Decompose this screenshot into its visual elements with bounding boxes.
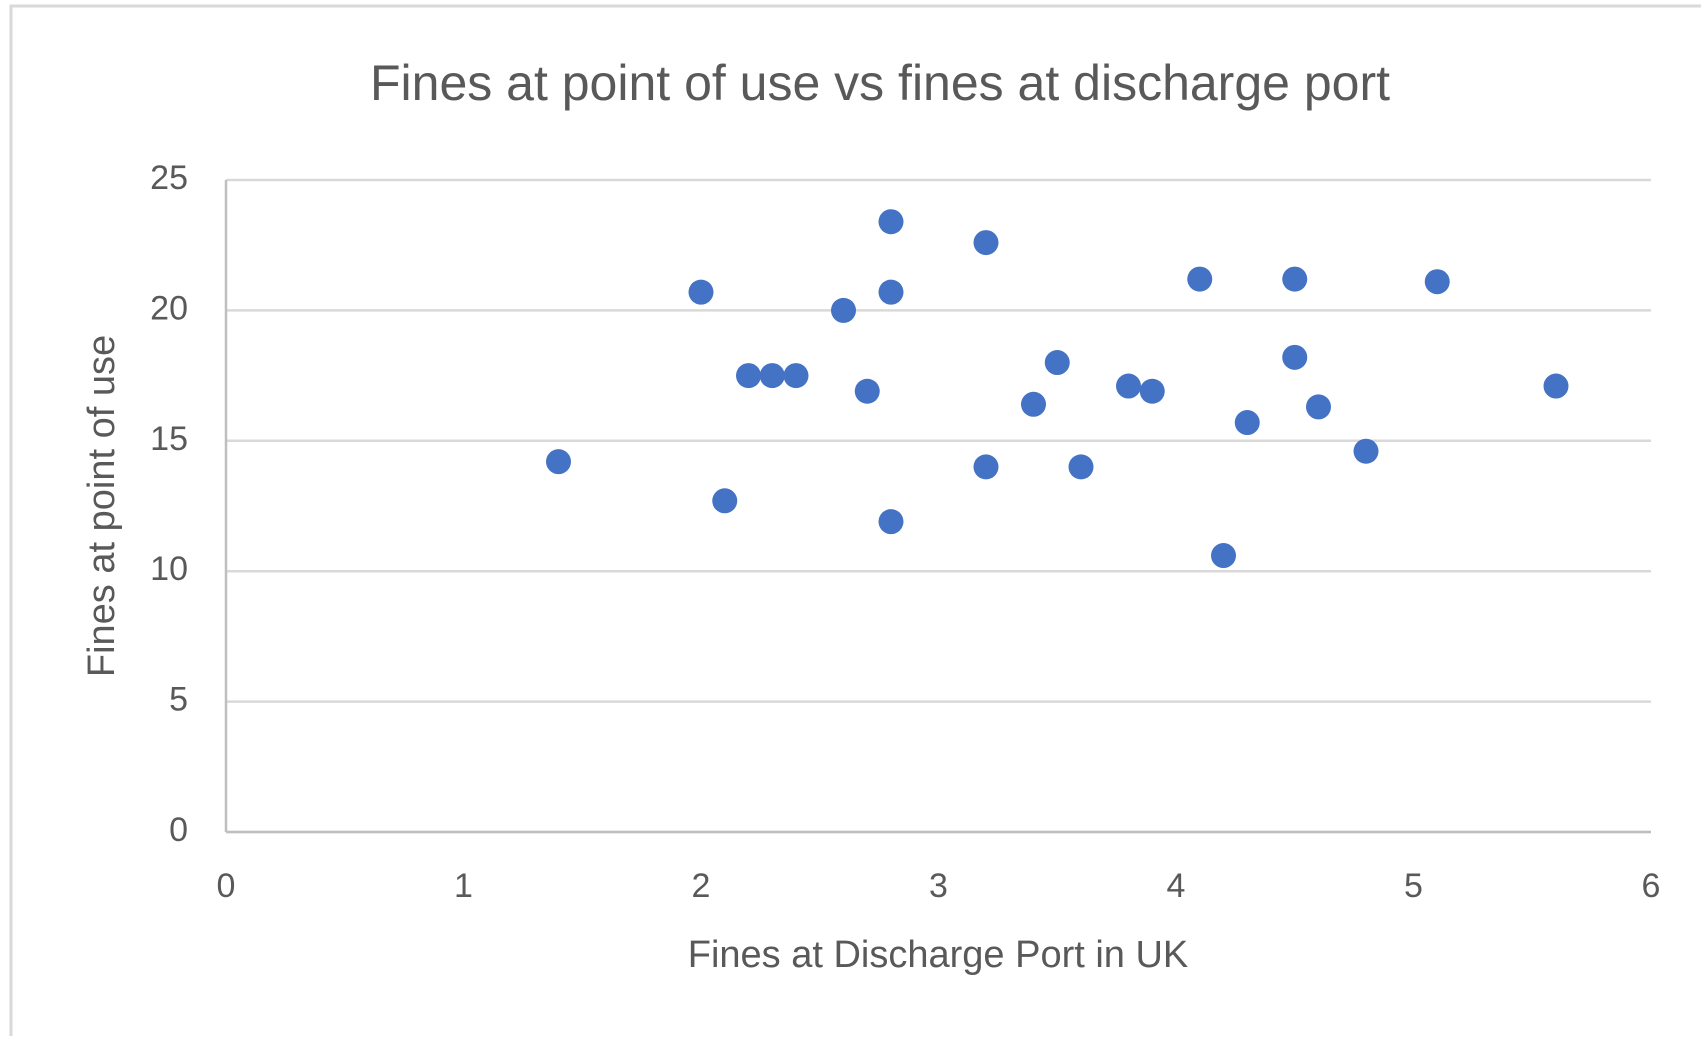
point — [854, 378, 880, 404]
x-tick-label: 6 — [1642, 867, 1661, 905]
point — [1234, 410, 1260, 436]
point — [688, 279, 714, 305]
point — [1282, 266, 1308, 292]
point — [831, 297, 856, 323]
y-tick-label: 15 — [150, 420, 188, 458]
point — [973, 230, 999, 256]
point — [878, 209, 904, 235]
point — [1021, 391, 1046, 417]
point — [546, 449, 571, 475]
x-tick-label: 3 — [929, 867, 948, 905]
point — [878, 279, 904, 305]
x-axis-label: Fines at Discharge Port in UK — [688, 934, 1189, 976]
point — [1139, 378, 1165, 404]
point — [973, 454, 999, 480]
y-tick-label: 10 — [150, 550, 188, 588]
point — [783, 363, 809, 389]
x-tick-label: 4 — [1167, 867, 1186, 905]
point — [1282, 344, 1308, 370]
point — [736, 363, 761, 389]
point — [1044, 350, 1070, 376]
x-tick-label: 0 — [217, 867, 236, 905]
x-tick-label: 5 — [1404, 867, 1423, 905]
y-tick-label: 20 — [150, 289, 188, 327]
point — [1424, 269, 1450, 295]
point — [1187, 266, 1213, 292]
y-tick-label: 25 — [150, 159, 188, 197]
y-axis-label: Fines at point of use — [81, 335, 123, 677]
point — [1211, 543, 1236, 569]
y-tick-label: 5 — [169, 681, 188, 719]
point — [878, 509, 904, 535]
point — [759, 363, 785, 389]
chart-title: Fines at point of use vs fines at discha… — [370, 55, 1390, 111]
point — [1543, 373, 1569, 399]
x-tick-label: 2 — [692, 867, 711, 905]
chart-frame — [9, 4, 1701, 1041]
point — [712, 488, 738, 514]
point — [1068, 454, 1094, 480]
x-tick-label: 1 — [454, 867, 473, 905]
y-tick-label: 0 — [169, 811, 188, 849]
point — [1306, 394, 1331, 420]
point — [1353, 438, 1379, 464]
point — [1116, 373, 1141, 399]
